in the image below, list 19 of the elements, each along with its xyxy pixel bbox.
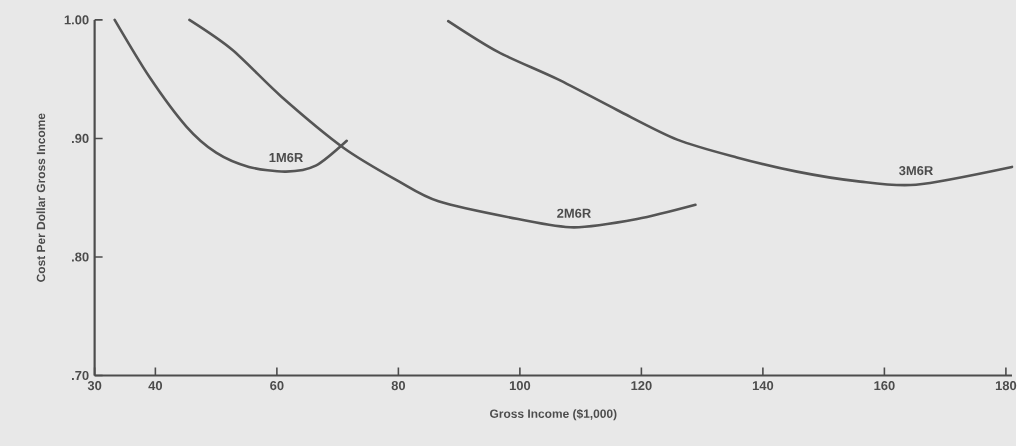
x-tick-label: 60	[270, 380, 284, 391]
y-tick-label: .80	[72, 252, 89, 262]
x-tick-label: 140	[752, 380, 774, 391]
x-axis-title: Gross Income ($1,000)	[490, 408, 617, 421]
x-tick-label: 120	[631, 380, 652, 391]
x-tick-label: 180	[995, 380, 1017, 391]
series-label: 3M6R	[899, 165, 933, 176]
y-tick-label: 1.00	[64, 15, 89, 25]
y-tick-label: .90	[72, 133, 89, 143]
line-series	[446, 19, 1014, 187]
y-axis-title: Cost Per Dollar Gross Income	[36, 113, 46, 282]
x-tick-label: 40	[148, 380, 163, 391]
series-label: 1M6R	[269, 152, 303, 163]
x-tick-label: 80	[391, 380, 406, 391]
x-tick-label: 30	[87, 380, 102, 391]
x-tick-label: 160	[874, 380, 895, 391]
y-tick-label: .70	[72, 370, 89, 380]
series-label: 2M6R	[557, 208, 591, 218]
x-tick-label: 100	[509, 380, 531, 391]
